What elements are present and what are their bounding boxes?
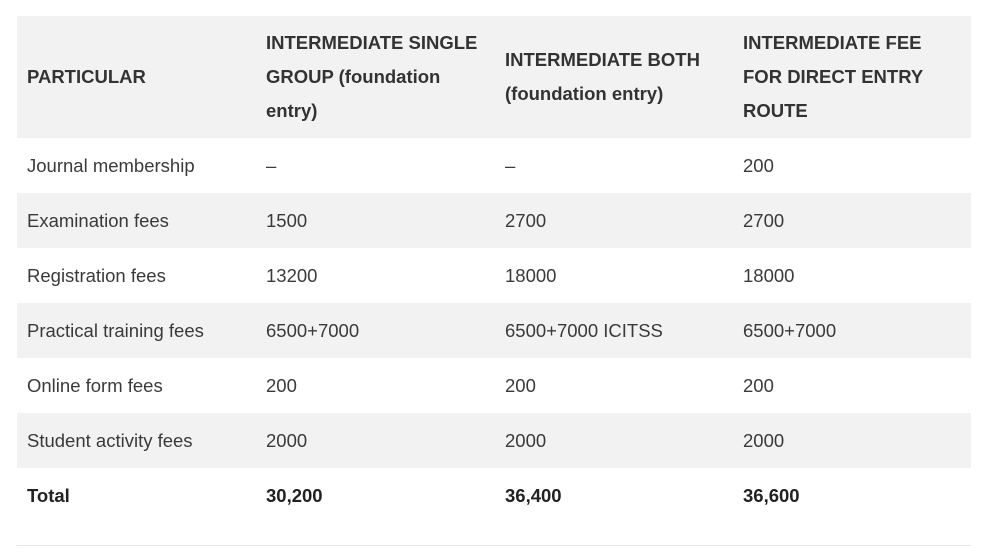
table-row: Student activity fees 2000 2000 2000	[17, 413, 971, 468]
header-direct-entry: INTERMEDIATE FEE FOR DIRECT ENTRY ROUTE	[743, 32, 923, 121]
cell-both-groups: 6500+7000 ICITSS	[505, 319, 663, 341]
header-both-groups: INTERMEDIATE BOTH (foundation entry)	[505, 49, 700, 104]
total-both-groups: 36,400	[505, 484, 562, 506]
total-single-group: 30,200	[266, 484, 323, 506]
table-header: PARTICULAR INTERMEDIATE SINGLE GROUP (fo…	[17, 16, 971, 138]
total-direct-entry: 36,600	[743, 484, 800, 506]
table-row: Journal membership – – 200	[17, 138, 971, 193]
total-row: Total 30,200 36,400 36,600	[17, 468, 971, 523]
row-label: Examination fees	[27, 209, 169, 231]
table-body: Journal membership – – 200 Examination f…	[17, 138, 971, 523]
cell-direct-entry: 200	[743, 154, 774, 176]
cell-both-groups: 2700	[505, 209, 547, 231]
cell-both-groups: 18000	[505, 264, 557, 286]
table-row: Online form fees 200 200 200	[17, 358, 971, 413]
table-row: Registration fees 13200 18000 18000	[17, 248, 971, 303]
row-label: Online form fees	[27, 374, 163, 396]
cell-direct-entry: 2700	[743, 209, 785, 231]
table-row: Examination fees 1500 2700 2700	[17, 193, 971, 248]
cell-single-group: 13200	[266, 264, 318, 286]
bottom-divider	[17, 545, 971, 546]
cell-direct-entry: 18000	[743, 264, 795, 286]
cell-single-group: –	[266, 154, 277, 176]
row-label: Registration fees	[27, 264, 166, 286]
cell-direct-entry: 200	[743, 374, 774, 396]
header-particular: PARTICULAR	[27, 66, 146, 87]
cell-both-groups: 2000	[505, 429, 547, 451]
cell-single-group: 1500	[266, 209, 308, 231]
cell-both-groups: 200	[505, 374, 536, 396]
table-row: Practical training fees 6500+7000 6500+7…	[17, 303, 971, 358]
cell-single-group: 2000	[266, 429, 308, 451]
cell-both-groups: –	[505, 154, 516, 176]
cell-single-group: 200	[266, 374, 297, 396]
row-label: Journal membership	[27, 154, 195, 176]
header-row: PARTICULAR INTERMEDIATE SINGLE GROUP (fo…	[17, 16, 971, 138]
cell-direct-entry: 2000	[743, 429, 785, 451]
fee-table: PARTICULAR INTERMEDIATE SINGLE GROUP (fo…	[17, 16, 971, 523]
cell-single-group: 6500+7000	[266, 319, 360, 341]
row-label: Practical training fees	[27, 319, 204, 341]
row-label: Student activity fees	[27, 429, 193, 451]
header-single-group: INTERMEDIATE SINGLE GROUP (foundation en…	[266, 32, 478, 121]
total-label: Total	[27, 484, 70, 506]
cell-direct-entry: 6500+7000	[743, 319, 837, 341]
